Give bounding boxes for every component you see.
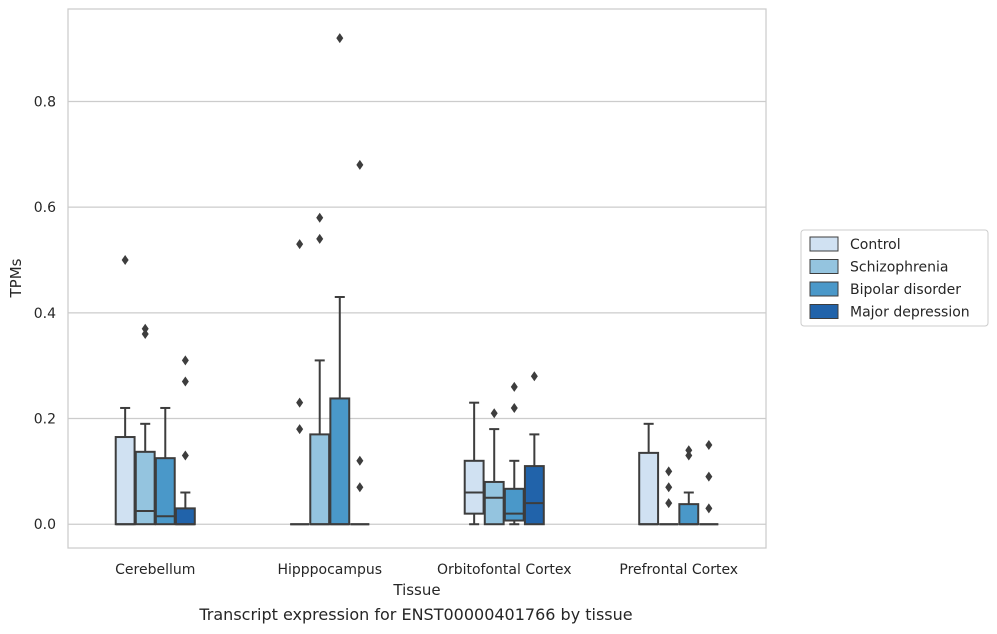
legend-label: Schizophrenia xyxy=(850,260,948,276)
boxes xyxy=(114,33,719,526)
legend-swatch xyxy=(809,259,839,274)
y-tick-label: 0.0 xyxy=(34,517,56,533)
outlier-point xyxy=(356,482,364,493)
box xyxy=(134,450,156,526)
legend-label: Bipolar disorder xyxy=(850,282,961,298)
x-tick-label: Hipppocampus xyxy=(277,562,382,578)
box-plot xyxy=(350,159,370,526)
legend-label: Control xyxy=(850,237,901,253)
box-plot xyxy=(699,439,719,526)
outlier-point xyxy=(705,439,713,450)
legend: Control Schizophrenia Bipolar disorder Majo… xyxy=(800,229,989,327)
box xyxy=(638,451,660,526)
outlier-point xyxy=(121,255,129,266)
box-plot xyxy=(309,212,331,526)
outlier-point xyxy=(685,445,693,456)
y-tick-label: 0.8 xyxy=(34,94,56,110)
outlier-point xyxy=(665,498,673,509)
outlier-point xyxy=(665,466,673,477)
outlier-point xyxy=(356,455,364,466)
box xyxy=(523,465,545,526)
legend-swatch xyxy=(809,281,839,297)
box-plot xyxy=(638,422,660,526)
outlier-point xyxy=(510,402,518,413)
outlier-point xyxy=(336,33,344,44)
outlier-point xyxy=(316,233,324,244)
box-plot xyxy=(114,255,136,526)
outlier-point xyxy=(705,503,713,514)
outlier-point xyxy=(181,355,189,366)
legend-label: Major depression xyxy=(850,305,970,321)
outlier-point xyxy=(490,408,498,419)
x-tick-label: Prefrontal Cortex xyxy=(619,562,738,578)
legend-swatch xyxy=(809,236,839,252)
box xyxy=(329,397,351,526)
box xyxy=(678,503,700,526)
box xyxy=(114,436,136,526)
outlier-point xyxy=(181,450,189,461)
legend-frame xyxy=(800,229,989,327)
outlier-point xyxy=(181,376,189,387)
box-plot xyxy=(290,239,310,526)
y-tick-labels: 0.0 0.2 0.4 0.6 0.8 xyxy=(34,94,56,533)
x-tick-labels: Cerebellum Hipppocampus Orbitofontal Corte… xyxy=(115,562,738,578)
figure-caption: Transcript expression for ENST0000040176… xyxy=(199,605,633,624)
x-tick-label: Orbitofontal Cortex xyxy=(437,562,572,578)
outlier-point xyxy=(665,482,673,493)
box-plot xyxy=(678,445,700,526)
box-plot xyxy=(134,323,156,526)
box xyxy=(483,480,505,526)
outlier-point xyxy=(141,328,149,339)
box-plot xyxy=(174,355,196,526)
outlier-point xyxy=(316,212,324,223)
box-plot xyxy=(463,401,485,526)
y-tick-label: 0.2 xyxy=(34,412,56,428)
box xyxy=(174,507,196,526)
x-tick-label: Cerebellum xyxy=(115,562,195,578)
outlier-point xyxy=(296,397,304,408)
outlier-point xyxy=(296,424,304,435)
outlier-point xyxy=(685,450,693,461)
box xyxy=(503,487,525,522)
box xyxy=(309,433,331,526)
outlier-point xyxy=(530,371,538,382)
box-plot xyxy=(329,33,351,526)
x-axis-label: Tissue xyxy=(392,581,440,599)
box-plot xyxy=(503,381,525,526)
outlier-point xyxy=(141,323,149,334)
y-tick-label: 0.6 xyxy=(34,200,56,216)
y-tick-label: 0.4 xyxy=(34,306,56,322)
outlier-point xyxy=(705,471,713,482)
box xyxy=(463,459,485,515)
outlier-point xyxy=(356,159,364,170)
outlier-point xyxy=(510,381,518,392)
box-plot xyxy=(659,466,679,526)
box xyxy=(154,457,176,526)
box-plot xyxy=(483,408,505,526)
outlier-point xyxy=(296,239,304,250)
y-axis-label: TPMs xyxy=(7,258,25,298)
box-plot xyxy=(523,371,545,526)
plot-frame xyxy=(67,8,767,549)
box-plot xyxy=(154,406,176,526)
legend-swatch xyxy=(809,304,839,319)
